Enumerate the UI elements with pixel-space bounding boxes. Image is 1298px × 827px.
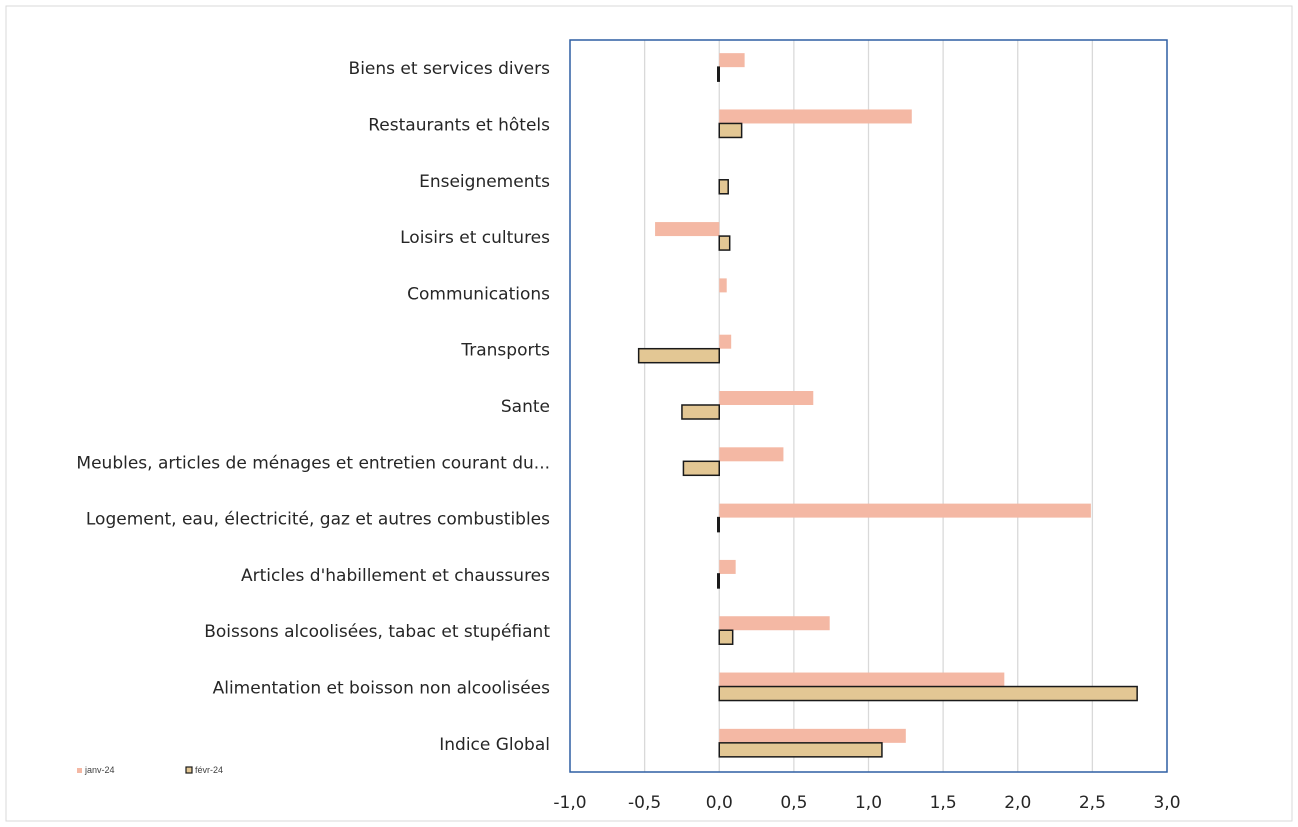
bar-janv (655, 222, 720, 237)
category-label: Indice Global (439, 735, 550, 755)
bar-fevr (717, 66, 721, 82)
bar-janv (719, 672, 1005, 687)
x-tick-label: 2,0 (1004, 793, 1031, 813)
category-label: Logement, eau, électricité, gaz et autre… (86, 510, 550, 530)
bar-janv (719, 53, 745, 68)
bar-fevr (718, 235, 731, 251)
bar-janv (719, 447, 784, 462)
bar-janv (719, 109, 912, 124)
x-tick-label: 1,0 (855, 793, 882, 813)
x-tick-label: 0,5 (780, 793, 807, 813)
category-label: Boissons alcoolisées, tabac et stupéfian… (204, 622, 550, 642)
bar-fevr (718, 179, 729, 195)
bar-janv (719, 728, 906, 743)
chart-frame (5, 5, 1293, 822)
bars (637, 53, 1138, 758)
category-label: Loisirs et cultures (400, 228, 550, 248)
plot-area-border (569, 39, 1168, 773)
bar-fevr (718, 685, 1138, 702)
bar-janv (719, 391, 814, 405)
category-label: Communications (407, 284, 550, 304)
x-tick-label: 2,5 (1079, 793, 1106, 813)
legend-label-fevr: févr-24 (195, 765, 223, 775)
category-label: Transports (460, 341, 550, 361)
x-tick-label: -1,0 (553, 793, 586, 813)
category-label: Restaurants et hôtels (368, 115, 550, 135)
x-tick-label: 1,5 (930, 793, 957, 813)
category-label: Meubles, articles de ménages et entretie… (76, 453, 550, 473)
bar-fevr (718, 629, 734, 645)
legend-label-janv: janv-24 (84, 765, 115, 775)
bar-fevr (637, 347, 721, 364)
bar-janv (719, 616, 830, 631)
category-label: Sante (501, 397, 550, 417)
category-label: Biens et services divers (349, 59, 551, 79)
grid-lines (643, 40, 1094, 772)
legend-swatch-janv (77, 768, 82, 773)
bar-fevr (681, 404, 720, 420)
x-tick-label: -0,5 (628, 793, 661, 813)
category-label: Articles d'habillement et chaussures (241, 566, 550, 586)
bar-janv (719, 559, 736, 574)
legend-swatch-fevr (185, 766, 193, 774)
bar-fevr (682, 460, 720, 477)
x-axis-tick-labels: -1,0 -0,5 0,0 0,5 1,0 1,5 2,0 2,5 3,0 (553, 793, 1180, 813)
category-label: Enseignements (419, 172, 550, 192)
x-tick-label: 0,0 (706, 793, 733, 813)
bar-janv (719, 334, 732, 349)
bar-janv (719, 503, 1091, 518)
bar-fevr (718, 122, 743, 139)
bar-fevr (718, 742, 883, 758)
x-tick-label: 3,0 (1153, 793, 1180, 813)
bar-janv (719, 278, 727, 293)
bar-fevr (717, 516, 721, 533)
legend: janv-24 févr-24 (77, 765, 223, 775)
category-label: Alimentation et boisson non alcoolisées (213, 679, 551, 699)
category-labels: Biens et services divers Restaurants et h… (76, 59, 550, 755)
bar-fevr (717, 573, 721, 589)
